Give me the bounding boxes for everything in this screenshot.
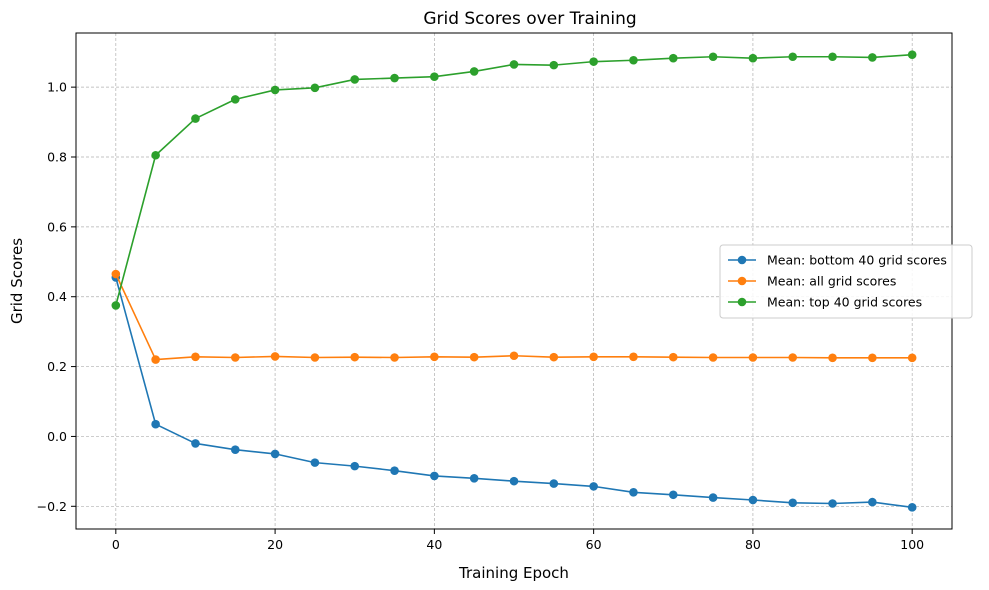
data-point bbox=[708, 493, 718, 502]
y-tick-label: 0.2 bbox=[47, 359, 67, 374]
data-point bbox=[748, 495, 758, 505]
legend-label: Mean: bottom 40 grid scores bbox=[767, 253, 947, 268]
data-point bbox=[469, 352, 479, 362]
series-layer bbox=[111, 50, 917, 512]
data-point bbox=[748, 53, 758, 63]
data-point bbox=[549, 479, 559, 488]
data-point bbox=[828, 353, 837, 363]
data-point bbox=[708, 353, 718, 362]
x-tick-label: 40 bbox=[426, 537, 442, 552]
series-2 bbox=[111, 269, 917, 364]
data-point bbox=[310, 458, 320, 467]
data-point bbox=[151, 355, 160, 364]
tick-layer: 0 20 40 60 80 100 −0.2 0.0 0.2 0.4 0.6 0.8 1.0 bbox=[37, 80, 925, 552]
data-point bbox=[509, 60, 519, 69]
data-point bbox=[350, 352, 360, 362]
data-point bbox=[430, 72, 439, 81]
data-point bbox=[270, 449, 280, 459]
data-point bbox=[629, 352, 638, 362]
data-point bbox=[270, 352, 280, 361]
data-point bbox=[310, 353, 320, 362]
y-tick-label: −0.2 bbox=[37, 499, 67, 514]
data-point bbox=[270, 85, 280, 95]
chart-title: Grid Scores over Training bbox=[423, 9, 636, 29]
data-point bbox=[430, 471, 439, 481]
data-point bbox=[350, 75, 360, 84]
y-tick-label: 1.0 bbox=[47, 80, 67, 95]
data-point bbox=[629, 488, 638, 497]
data-point bbox=[788, 498, 798, 508]
data-point bbox=[390, 466, 399, 475]
legend-box bbox=[719, 244, 973, 319]
x-tick-label: 100 bbox=[900, 537, 924, 552]
data-point bbox=[907, 353, 917, 363]
data-point bbox=[310, 83, 320, 93]
data-point bbox=[390, 73, 399, 83]
y-tick-label: 0.0 bbox=[47, 429, 67, 444]
data-point bbox=[111, 269, 121, 279]
data-point bbox=[469, 474, 479, 483]
legend-marker bbox=[737, 255, 747, 265]
legend-label: Mean: all grid scores bbox=[767, 274, 896, 289]
legend-marker bbox=[737, 297, 747, 307]
data-point bbox=[191, 114, 200, 123]
data-point bbox=[907, 50, 917, 59]
data-point bbox=[430, 352, 439, 362]
data-point bbox=[788, 353, 798, 362]
x-tick-label: 80 bbox=[745, 537, 761, 552]
data-point bbox=[668, 53, 678, 63]
data-point bbox=[748, 353, 758, 362]
data-point bbox=[111, 301, 121, 310]
data-point bbox=[907, 503, 917, 512]
data-point bbox=[151, 419, 160, 429]
data-point bbox=[668, 352, 678, 362]
data-point bbox=[191, 439, 200, 448]
data-point bbox=[788, 52, 798, 62]
data-point bbox=[390, 353, 399, 362]
data-point bbox=[828, 499, 837, 508]
data-point bbox=[230, 95, 240, 104]
data-point bbox=[230, 353, 240, 362]
data-point bbox=[589, 57, 598, 66]
legend-marker bbox=[737, 276, 747, 286]
data-point bbox=[230, 445, 240, 455]
series-3 bbox=[111, 50, 917, 310]
data-point bbox=[509, 351, 519, 361]
data-point bbox=[868, 497, 877, 507]
y-tick-label: 0.8 bbox=[47, 150, 67, 165]
data-point bbox=[469, 67, 479, 76]
data-point bbox=[828, 52, 837, 62]
data-point bbox=[629, 55, 638, 65]
data-point bbox=[350, 461, 360, 471]
data-point bbox=[708, 52, 718, 62]
data-point bbox=[868, 53, 877, 62]
legend-label: Mean: top 40 grid scores bbox=[767, 295, 922, 310]
data-point bbox=[589, 352, 598, 362]
x-tick-label: 0 bbox=[112, 537, 120, 552]
y-tick-label: 0.6 bbox=[47, 219, 67, 234]
data-point bbox=[191, 352, 200, 362]
grid-lines bbox=[76, 33, 952, 529]
data-point bbox=[668, 490, 678, 500]
x-tick-label: 20 bbox=[267, 537, 283, 552]
data-point bbox=[151, 150, 160, 160]
data-point bbox=[589, 482, 598, 491]
legend: Mean: bottom 40 grid scores Mean: all gri… bbox=[719, 244, 973, 319]
data-point bbox=[509, 476, 519, 486]
data-point bbox=[549, 352, 559, 362]
data-point bbox=[868, 353, 877, 363]
x-tick-label: 60 bbox=[586, 537, 602, 552]
y-tick-label: 0.4 bbox=[47, 289, 67, 304]
y-axis-label: Grid Scores bbox=[8, 238, 26, 324]
data-point bbox=[549, 60, 559, 70]
x-axis-label: Training Epoch bbox=[458, 564, 569, 582]
